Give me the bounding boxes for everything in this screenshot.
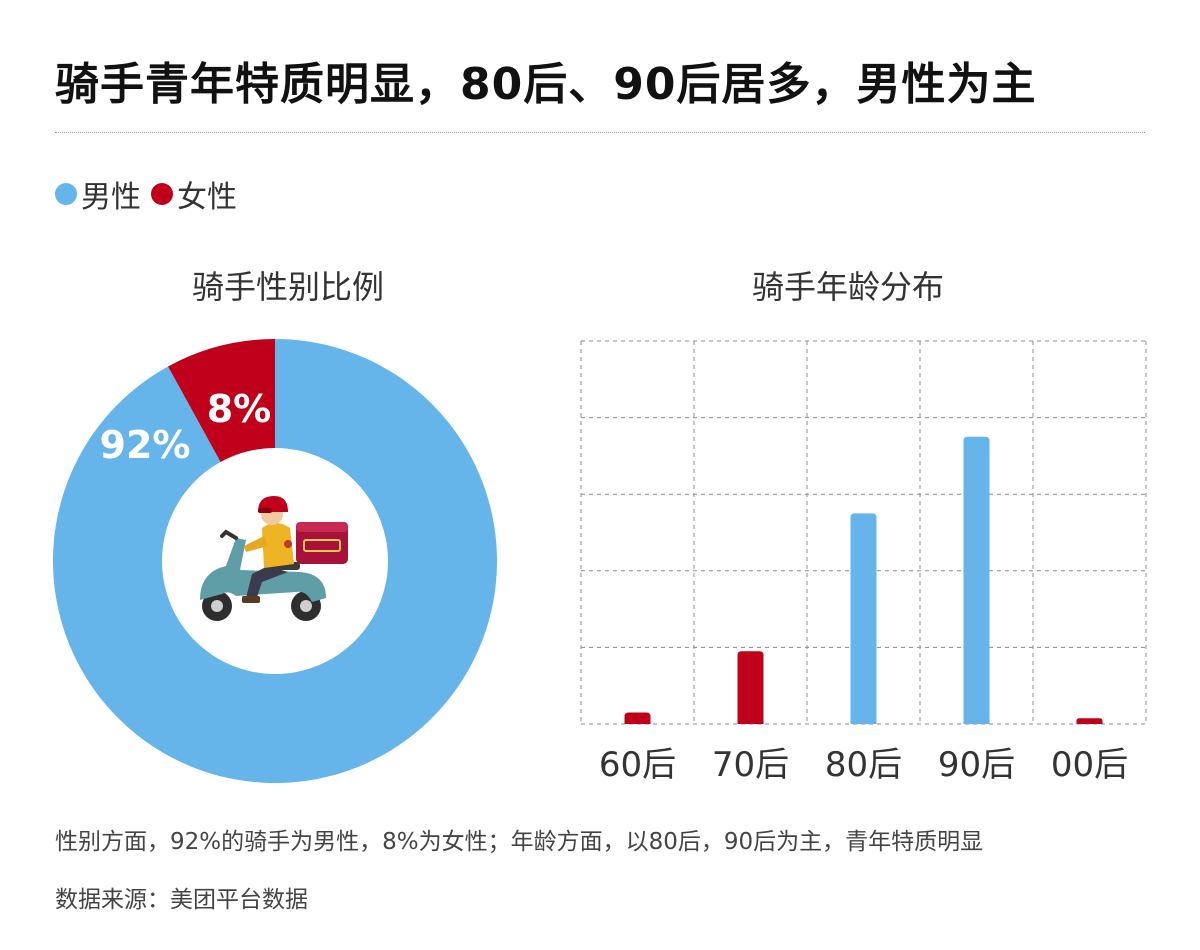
legend-label-male: 男性 (81, 180, 141, 215)
bar-x-labels: 60后 70后 80后 90后 00后 (599, 745, 1128, 785)
bar-rects (624, 436, 1103, 724)
x-tick-label: 00后 (1051, 745, 1128, 785)
legend-swatch-male (55, 183, 77, 205)
title-divider (55, 132, 1145, 133)
bar-80后 (850, 513, 877, 724)
legend-label-female: 女性 (177, 180, 237, 215)
legend-swatch-female (151, 183, 173, 205)
gender-chart-title: 骑手性别比例 (192, 268, 385, 306)
source-note: 数据来源：美团平台数据 (55, 887, 308, 913)
x-tick-label: 80后 (825, 745, 902, 785)
legend-item-male: 男性 (55, 172, 141, 216)
x-tick-label: 70后 (712, 745, 789, 785)
bar-60后 (624, 712, 651, 724)
legend-item-female: 女性 (151, 172, 237, 216)
x-tick-label: 90后 (938, 745, 1015, 785)
legend: 男性 女性 (55, 172, 247, 216)
description-note: 性别方面，92%的骑手为男性，8%为女性；年龄方面，以80后，90后为主，青年特… (55, 829, 984, 855)
slice-label-female: 8% (207, 387, 272, 431)
page-title: 骑手青年特质明显，80后、90后居多，男性为主 (55, 59, 1037, 110)
bar-90后 (963, 436, 990, 724)
x-tick-label: 60后 (599, 745, 676, 785)
age-chart-title: 骑手年龄分布 (752, 268, 945, 306)
bar-00后 (1076, 718, 1103, 724)
slice-label-male: 92% (100, 423, 191, 467)
delivery-scooter-rider-icon (200, 496, 348, 621)
bar-70后 (737, 651, 764, 724)
